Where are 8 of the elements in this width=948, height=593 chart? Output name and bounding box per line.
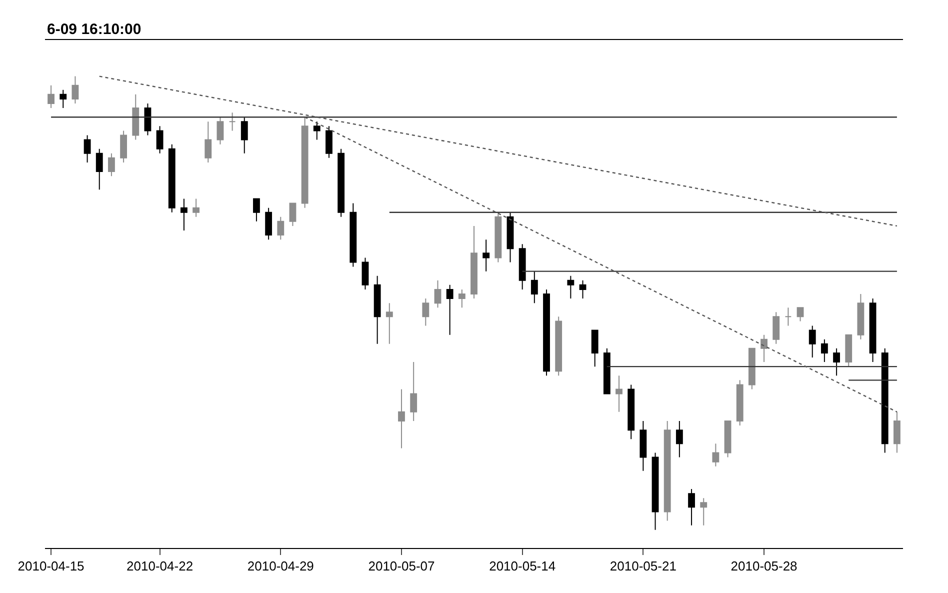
x-tick-label: 2010-04-22: [126, 558, 194, 574]
x-tick-label: 2010-04-15: [18, 558, 84, 574]
x-tick-label: 2010-05-14: [489, 558, 556, 574]
x-tick-label: 2010-04-29: [247, 558, 314, 574]
x-tick-label: 2010-05-07: [368, 558, 435, 574]
x-tick-label: 2010-05-28: [730, 558, 798, 574]
x-tick-label: 2010-05-21: [610, 558, 676, 574]
chart-title: 6-09 16:10:00: [47, 21, 142, 38]
